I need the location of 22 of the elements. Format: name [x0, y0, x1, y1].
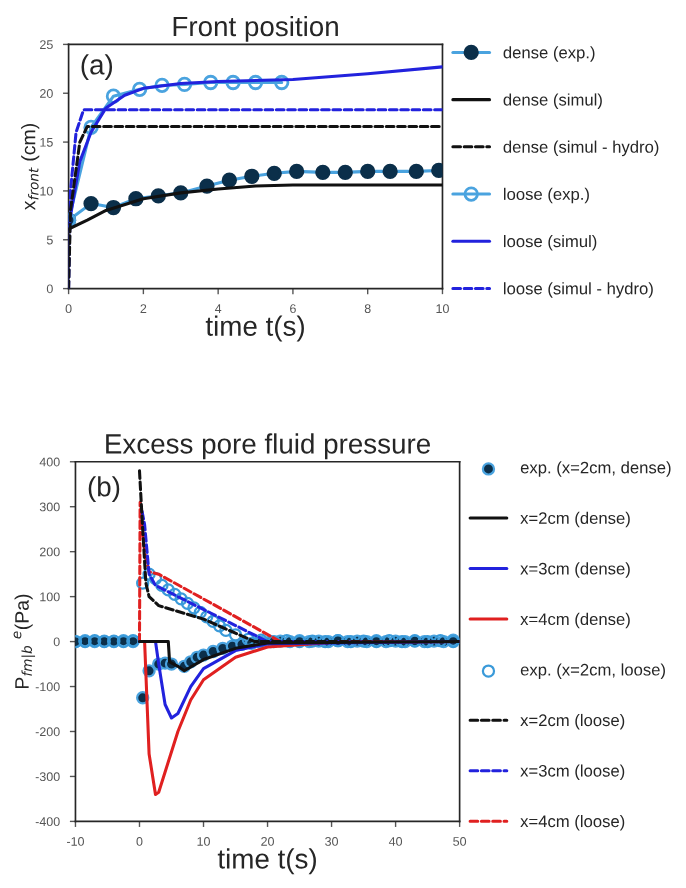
legend-label: x=4cm (dense) [520, 612, 630, 629]
legend-label: x=2cm (dense) [520, 511, 630, 528]
legend-label: loose (exp.) [504, 187, 589, 204]
legend-label: loose (simul) [504, 235, 597, 251]
annotation: (a) [81, 54, 113, 81]
x-axis-title: time t(s) [217, 848, 316, 875]
chart-title: Excess pore fluid pressure [106, 433, 430, 460]
legend-label: dense (simul - hydro) [503, 140, 659, 157]
legend-label: dense (simul) [503, 93, 602, 109]
y-axis-title: P$_{fm|b}$ $^{e}$(Pa) [13, 594, 36, 689]
chart-title: Front position [173, 15, 338, 42]
legend-label: exp. (x=2cm, dense) [520, 461, 671, 477]
legend-label: x=2cm (loose) [520, 713, 625, 730]
legend-label: x=3cm (loose) [520, 764, 625, 780]
y-axis-title: x$_{front}$ (cm) [21, 124, 40, 211]
x-axis-title: time t(s) [205, 315, 304, 342]
legend-label: x=4cm (loose) [520, 814, 625, 831]
legend-label: x=3cm (dense) [520, 562, 630, 578]
legend-label: exp. (x=2cm, loose) [520, 663, 665, 679]
legend-label: dense (exp.) [503, 46, 595, 62]
annotation: (b) [88, 476, 120, 503]
legend-label: loose (simul - hydro) [504, 282, 653, 298]
